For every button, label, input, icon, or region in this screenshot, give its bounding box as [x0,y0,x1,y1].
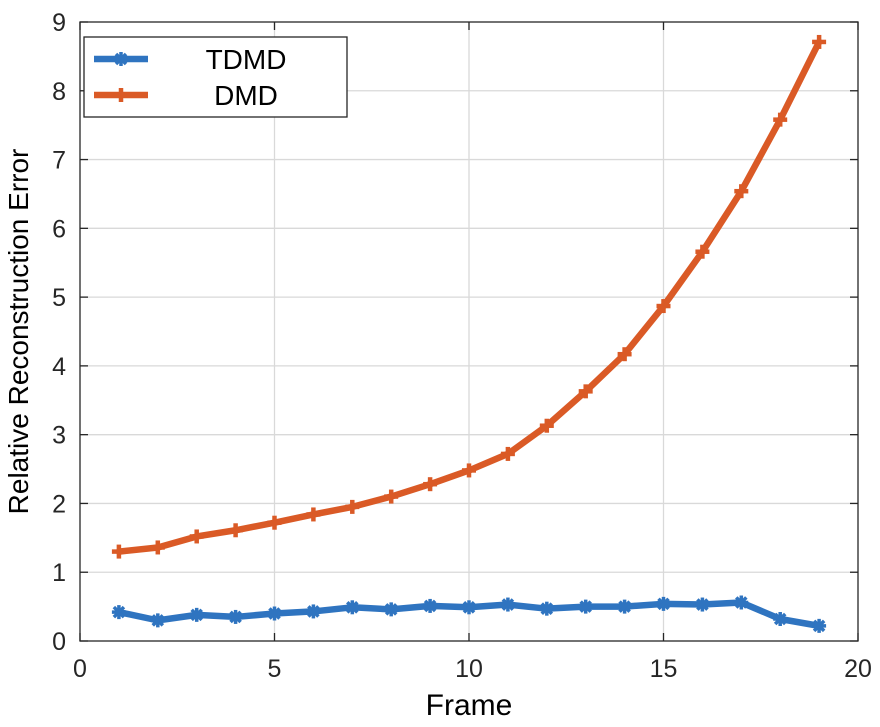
data-point-tdmd [578,599,593,614]
x-tick-label: 15 [650,655,678,683]
data-point-dmd [150,540,165,555]
data-point-tdmd [345,600,360,615]
legend: TDMD DMD [83,36,348,118]
data-point-dmd [734,184,749,199]
data-point-dmd [345,499,360,514]
legend-box [83,36,348,118]
data-point-tdmd [539,601,554,616]
series-layer [111,34,827,633]
legend-marker [114,52,128,66]
legend-label: DMD [214,80,278,111]
y-tick-label: 1 [52,559,66,587]
data-point-dmd [111,544,126,559]
data-point-tdmd [695,597,710,612]
y-tick-label: 0 [52,628,66,656]
legend-label: TDMD [206,44,287,75]
data-point-tdmd [462,600,476,615]
data-point-tdmd [656,596,671,611]
data-point-tdmd [423,598,438,613]
data-point-tdmd [773,611,788,626]
x-tick-label: 0 [73,655,87,683]
data-point-dmd [267,515,282,530]
legend-marker [114,88,128,102]
y-tick-label: 8 [52,78,66,106]
data-point-dmd [306,507,321,522]
x-tick-label: 10 [455,655,483,683]
y-tick-label: 3 [52,422,66,450]
y-tick-label: 4 [52,353,66,381]
y-tick-label: 6 [52,215,66,243]
data-point-dmd [462,463,476,478]
y-tick-label: 7 [52,147,66,175]
y-tick-label: 5 [52,284,66,312]
data-point-tdmd [500,597,515,612]
data-point-dmd [539,418,554,433]
data-point-dmd [656,299,671,314]
data-point-dmd [773,112,788,127]
data-point-tdmd [734,595,749,610]
data-point-dmd [695,244,710,259]
data-point-dmd [578,384,593,399]
data-point-dmd [228,523,243,538]
x-tick-label: 20 [844,655,872,683]
data-point-tdmd [384,602,399,617]
legend-item-dmd: DMD [94,80,278,111]
legend-item-tdmd: TDMD [94,44,286,75]
data-point-dmd [500,446,515,461]
data-point-tdmd [111,605,126,620]
data-point-tdmd [189,607,204,622]
y-axis-label: Relative Reconstruction Error [3,149,34,515]
data-point-tdmd [812,618,827,633]
data-point-dmd [423,477,438,492]
y-tick-label: 9 [52,9,66,37]
data-point-dmd [189,529,204,544]
data-point-tdmd [150,613,165,628]
series-tdmd [111,595,827,633]
data-point-dmd [812,34,827,49]
data-point-dmd [384,489,399,504]
grid [80,22,858,641]
x-tick-label: 5 [268,655,282,683]
data-point-tdmd [617,599,632,614]
data-point-dmd [617,347,632,362]
y-tick-label: 2 [52,490,66,518]
data-point-tdmd [267,606,282,621]
ticks: 0 5 10 15 20 0 1 2 3 4 5 6 7 8 9 [52,9,872,683]
x-axis-label: Frame [426,689,513,722]
series-dmd [111,34,827,559]
data-point-tdmd [228,609,243,624]
data-point-tdmd [306,604,321,619]
